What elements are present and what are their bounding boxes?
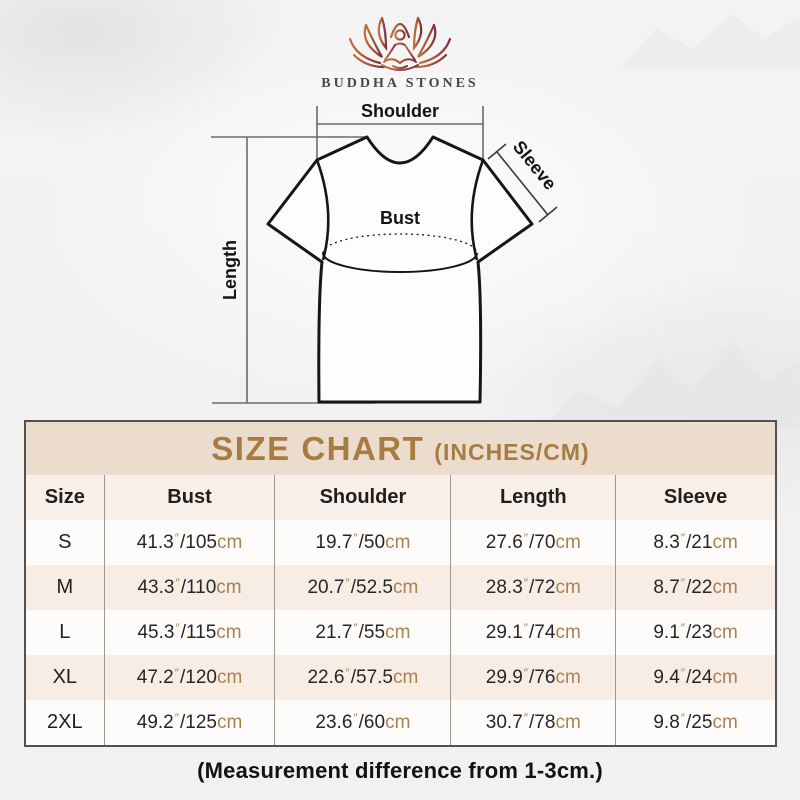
sleeve-label: Sleeve <box>509 137 560 194</box>
bust-value-cell: 49.2 ″/125 cm <box>104 700 276 745</box>
sleeve-value-cell: 9.1 ″/23 cm <box>616 610 775 655</box>
length-value-cell: 27.6 ″/70 cm <box>451 520 617 565</box>
brand-name: BUDDHA STONES <box>321 76 479 91</box>
size-cell-l: L <box>26 610 105 655</box>
sleeve-value-cell: 8.7 ″/22 cm <box>616 565 775 610</box>
bust-label: Bust <box>380 208 420 228</box>
size-cell-s: S <box>26 520 105 565</box>
sleeve-value-cell: 8.3 ″/21 cm <box>616 520 775 565</box>
armhole-seams <box>315 159 485 261</box>
length-label: Length <box>220 240 240 300</box>
measurement-lines <box>211 106 484 404</box>
bust-value-cell: 43.3 ″/110 cm <box>104 565 276 610</box>
mountain-texture <box>620 14 800 70</box>
column-header-shoulder: Shoulder <box>275 475 452 520</box>
shoulder-value-cell: 19.7 ″/50 cm <box>275 520 452 565</box>
lotus-meditation-icon <box>348 16 452 71</box>
bust-line-back-dotted <box>322 233 478 254</box>
shoulder-value-cell: 22.6 ″/57.5 cm <box>275 655 452 700</box>
bust-value-cell: 45.3 ″/115 cm <box>104 610 276 655</box>
length-value-cell: 29.1 ″/74 cm <box>451 610 617 655</box>
measurement-footnote: (Measurement difference from 1-3cm.) <box>197 758 603 783</box>
shoulder-value-cell: 20.7 ″/52.5 cm <box>275 565 452 610</box>
size-chart-title-band: SIZE CHART (INCHES/CM) <box>26 422 775 475</box>
tshirt-measurement-diagram: Shoulder Bust Length Sleeve <box>211 101 560 404</box>
tshirt-outline <box>266 135 534 404</box>
length-value-cell: 28.3 ″/72 cm <box>451 565 617 610</box>
sleeve-value-cell: 9.4 ″/24 cm <box>616 655 775 700</box>
size-cell-m: M <box>26 565 105 610</box>
column-header-bust: Bust <box>104 475 276 520</box>
size-cell-2xl: 2XL <box>26 700 105 745</box>
mountain-texture <box>540 342 800 430</box>
size-table-grid: Size Bust Shoulder Length Sleeve S 41.3 ″/105 cm… <box>26 475 775 745</box>
column-header-sleeve: Sleeve <box>616 475 775 520</box>
sleeve-value-cell: 9.8 ″/25 cm <box>616 700 775 745</box>
sleeve-measure-line <box>487 143 558 223</box>
size-chart-title: SIZE CHART <box>211 430 425 467</box>
shoulder-label: Shoulder <box>361 101 439 121</box>
bust-value-cell: 41.3 ″/105 cm <box>104 520 276 565</box>
length-value-cell: 30.7 ″/78 cm <box>451 700 617 745</box>
bust-line-front <box>322 252 478 273</box>
size-chart-subtitle: (INCHES/CM) <box>434 439 590 465</box>
length-value-cell: 29.9 ″/76 cm <box>451 655 617 700</box>
shoulder-value-cell: 23.6 ″/60 cm <box>275 700 452 745</box>
size-table: SIZE CHART (INCHES/CM) Size Bust Shoulder L… <box>24 420 777 747</box>
shoulder-value-cell: 21.7 ″/55 cm <box>275 610 452 655</box>
size-cell-xl: XL <box>26 655 105 700</box>
column-header-size: Size <box>26 475 105 520</box>
column-header-length: Length <box>451 475 617 520</box>
bust-value-cell: 47.2 ″/120 cm <box>104 655 276 700</box>
